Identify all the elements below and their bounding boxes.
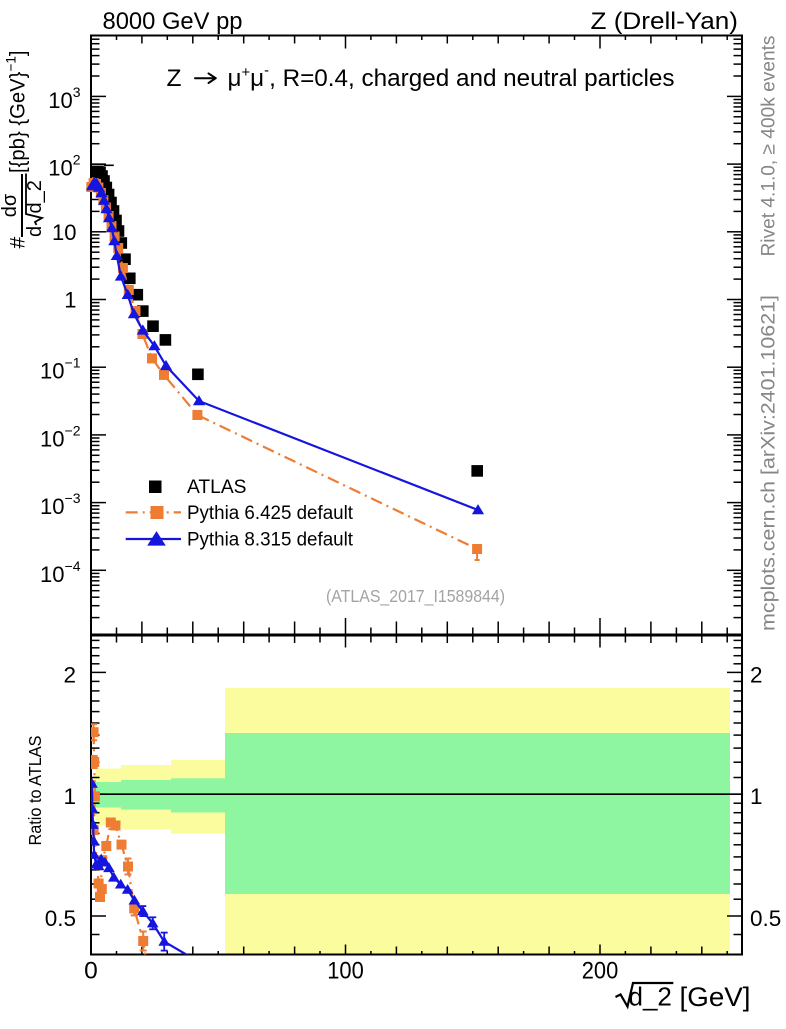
svg-text:2: 2 bbox=[750, 662, 763, 687]
svg-text:Z: Z bbox=[167, 65, 182, 92]
svg-text:d_2: d_2 bbox=[629, 982, 672, 1012]
svg-text:0.5: 0.5 bbox=[45, 906, 76, 931]
svg-text:1: 1 bbox=[64, 288, 76, 313]
svg-text:ATLAS: ATLAS bbox=[187, 477, 247, 498]
svg-text:mcplots.cern.ch [arXiv:2401.10: mcplots.cern.ch [arXiv:2401.10621] bbox=[758, 295, 780, 631]
svg-text:Pythia 6.425 default: Pythia 6.425 default bbox=[187, 503, 354, 524]
svg-text:100: 100 bbox=[327, 958, 364, 985]
svg-text:Rivet 4.1.0, ≥ 400k events: Rivet 4.1.0, ≥ 400k events bbox=[758, 35, 780, 256]
svg-text:1: 1 bbox=[750, 784, 763, 809]
svg-text:d: d bbox=[24, 226, 46, 237]
svg-text:10−2: 10−2 bbox=[40, 422, 81, 451]
svg-text:(ATLAS_2017_I1589844): (ATLAS_2017_I1589844) bbox=[326, 586, 505, 607]
svg-text:1: 1 bbox=[63, 784, 76, 809]
svg-text:Ratio to ATLAS: Ratio to ATLAS bbox=[25, 736, 45, 846]
svg-text:Z (Drell-Yan): Z (Drell-Yan) bbox=[591, 8, 739, 35]
svg-text:Pythia 8.315 default: Pythia 8.315 default bbox=[187, 530, 354, 551]
svg-text:2: 2 bbox=[63, 662, 76, 687]
svg-text:[GeV]: [GeV] bbox=[680, 982, 751, 1012]
svg-text:μ+μ-, R=0.4, charged and neutr: μ+μ-, R=0.4, charged and neutral particl… bbox=[228, 62, 675, 92]
svg-text:200: 200 bbox=[582, 958, 619, 985]
svg-text:0: 0 bbox=[84, 958, 98, 985]
svg-text:10: 10 bbox=[52, 220, 76, 245]
svg-text:#: # bbox=[7, 237, 30, 249]
svg-text:8000 GeV pp: 8000 GeV pp bbox=[103, 8, 243, 35]
svg-text:d_2: d_2 bbox=[24, 180, 46, 213]
svg-text:0.5: 0.5 bbox=[750, 906, 781, 931]
svg-text:dσ: dσ bbox=[0, 193, 21, 217]
